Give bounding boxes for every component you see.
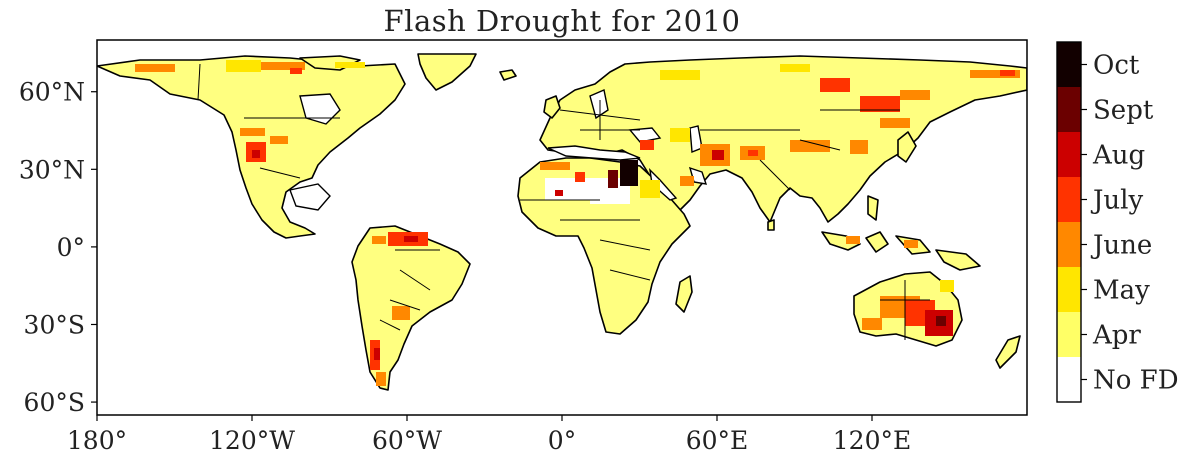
drought-cell bbox=[608, 170, 618, 188]
drought-cell bbox=[970, 70, 1020, 78]
baltic-sea bbox=[589, 89, 609, 120]
colorbar-label: Oct bbox=[1093, 51, 1140, 81]
drought-cell bbox=[748, 150, 758, 156]
drought-cell bbox=[660, 70, 700, 80]
map-title: Flash Drought for 2010 bbox=[383, 4, 741, 38]
iceland bbox=[499, 69, 517, 81]
drought-cell bbox=[575, 172, 585, 182]
drought-cell bbox=[846, 236, 860, 244]
x-tick-label: 60°W bbox=[372, 426, 442, 455]
drought-cell bbox=[540, 162, 570, 170]
colorbar-swatch bbox=[1057, 177, 1081, 222]
colorbar-label: May bbox=[1093, 276, 1150, 306]
drought-cell bbox=[376, 372, 386, 386]
x-tick-label: 60°E bbox=[686, 426, 749, 455]
drought-cell bbox=[404, 236, 418, 242]
drought-hotspots bbox=[135, 60, 1020, 386]
y-tick-label: 30°N bbox=[19, 155, 85, 184]
drought-cell bbox=[820, 78, 850, 92]
drought-cell bbox=[712, 150, 724, 160]
sri-lanka bbox=[767, 219, 775, 231]
country-borders bbox=[197, 63, 930, 340]
drought-cell bbox=[862, 318, 882, 330]
colorbar-frame bbox=[1056, 41, 1082, 403]
drought-cell bbox=[670, 128, 690, 142]
colorbar-swatch bbox=[1057, 267, 1081, 312]
drought-cell bbox=[936, 316, 946, 326]
colorbar-swatch bbox=[1057, 312, 1081, 357]
colorbar-swatch bbox=[1057, 222, 1081, 267]
drought-cell bbox=[620, 160, 638, 186]
drought-cell bbox=[640, 180, 660, 198]
drought-cell bbox=[860, 96, 900, 112]
drought-cell bbox=[680, 176, 694, 186]
colorbar-swatch bbox=[1057, 357, 1081, 402]
drought-cell bbox=[335, 62, 365, 68]
british-isles bbox=[543, 95, 561, 119]
drought-cell bbox=[252, 150, 260, 158]
gulf-of-mexico bbox=[289, 183, 331, 211]
colorbar-label: Aug bbox=[1092, 141, 1145, 171]
new-guinea bbox=[935, 249, 981, 271]
drought-cell bbox=[226, 60, 261, 72]
colorbar-label: No FD bbox=[1093, 366, 1179, 396]
map-area bbox=[97, 40, 1027, 415]
drought-cell bbox=[904, 240, 918, 248]
drought-cell bbox=[780, 64, 810, 72]
drought-cell bbox=[900, 90, 930, 100]
y-tick-label: 60°N bbox=[19, 78, 85, 107]
drought-cell bbox=[850, 140, 868, 154]
drought-cell bbox=[392, 306, 410, 320]
drought-cell bbox=[245, 62, 305, 70]
y-tick-label: 30°S bbox=[24, 310, 85, 339]
philippines bbox=[867, 195, 879, 221]
south-america bbox=[351, 225, 471, 391]
drought-cell bbox=[372, 236, 386, 244]
japan bbox=[897, 131, 917, 163]
hudson-bay bbox=[299, 93, 341, 125]
drought-cell bbox=[940, 280, 954, 292]
colorbar-swatch bbox=[1057, 87, 1081, 132]
drought-cell bbox=[640, 140, 654, 150]
colorbar-label: Apr bbox=[1092, 321, 1141, 351]
madagascar bbox=[675, 275, 693, 313]
colorbar-swatch bbox=[1057, 132, 1081, 177]
y-axis: 60°N 30°N 0° 30°S 60°S bbox=[19, 78, 97, 417]
colorbar-swatch bbox=[1057, 42, 1081, 87]
y-tick-label: 0° bbox=[57, 233, 85, 262]
drought-cell bbox=[790, 140, 830, 152]
x-axis: 180° 120°W 60°W 0° 60°E 120°E bbox=[67, 415, 911, 455]
black-sea bbox=[628, 127, 662, 143]
new-zealand bbox=[995, 335, 1021, 369]
x-tick-label: 120°E bbox=[833, 426, 911, 455]
drought-cell bbox=[555, 190, 563, 196]
drought-cell bbox=[135, 64, 175, 72]
colorbar-label: June bbox=[1090, 231, 1152, 261]
colorbar: No FD Apr May June July Aug Sept Oct bbox=[1056, 41, 1179, 403]
drought-cell bbox=[374, 348, 380, 360]
colorbar-label: July bbox=[1090, 186, 1143, 216]
x-tick-label: 120°W bbox=[209, 426, 295, 455]
drought-cell bbox=[290, 68, 302, 74]
drought-cell bbox=[880, 118, 910, 128]
drought-cell bbox=[240, 128, 265, 136]
drought-cell bbox=[270, 136, 288, 144]
drought-cell bbox=[1000, 70, 1015, 76]
x-tick-label: 180° bbox=[67, 426, 127, 455]
colorbar-label: Sept bbox=[1093, 96, 1154, 126]
greenland bbox=[417, 53, 477, 91]
y-tick-label: 60°S bbox=[24, 388, 85, 417]
mediterranean-sea bbox=[547, 145, 641, 161]
x-tick-label: 0° bbox=[548, 426, 576, 455]
